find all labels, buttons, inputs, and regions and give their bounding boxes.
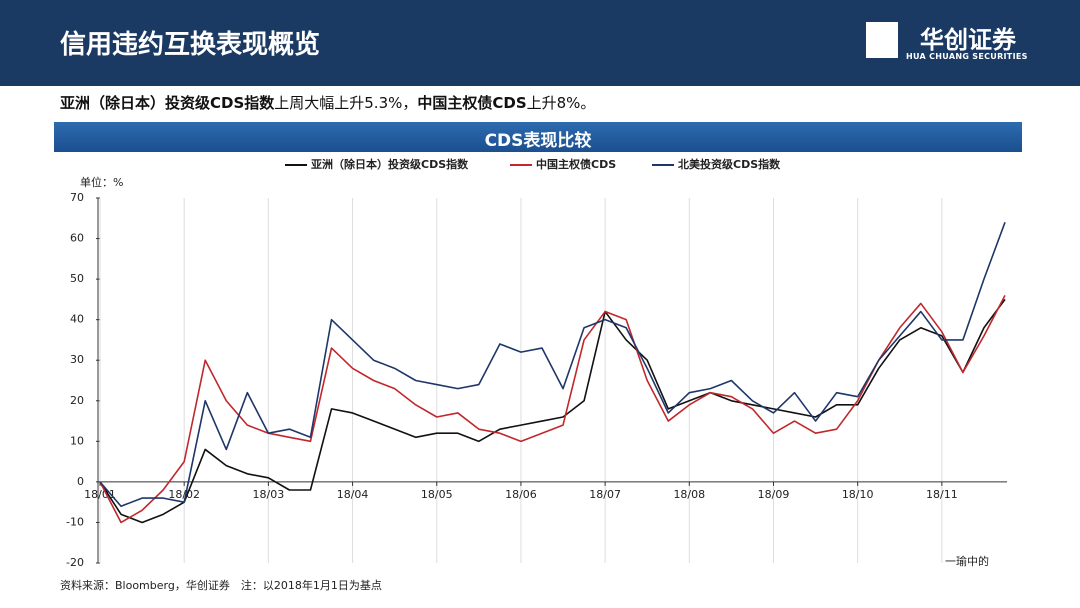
header: 信用违约互换表现概览 华创证券 HUA CHUANG SECURITIES <box>0 0 1080 86</box>
x-tick-label: 18/07 <box>589 488 621 501</box>
y-tick-label: 40 <box>70 313 84 326</box>
legend-label: 北美投资级CDS指数 <box>678 157 781 171</box>
summary-part: 上周大幅上升5.3%， <box>274 94 418 112</box>
x-tick-label: 18/08 <box>673 488 705 501</box>
x-tick-label: 18/06 <box>505 488 537 501</box>
unit-label: 单位：% <box>80 175 123 189</box>
y-tick-label: 50 <box>70 272 84 285</box>
y-tick-label: 10 <box>70 434 84 447</box>
summary-part: 上升8%。 <box>526 94 596 112</box>
legend-label: 中国主权债CDS <box>536 157 616 171</box>
summary-part: 亚洲（除日本）投资级CDS指数 <box>60 94 275 112</box>
x-tick-label: 18/11 <box>926 488 958 501</box>
source-note: 资料来源：Bloomberg，华创证券 注：以2018年1月1日为基点 <box>60 578 382 592</box>
y-tick-label: 20 <box>70 394 84 407</box>
watermark: 一瑜中的 <box>945 554 989 568</box>
header-title: 信用违约互换表现概览 <box>60 30 321 60</box>
y-tick-label: 70 <box>70 191 84 204</box>
logo-icon <box>866 22 898 58</box>
x-tick-label: 18/10 <box>842 488 874 501</box>
summary: 亚洲（除日本）投资级CDS指数上周大幅上升5.3%，中国主权债CDS上升8%。 <box>60 92 595 113</box>
x-tick-label: 18/05 <box>421 488 453 501</box>
chart-title: CDS表现比较 <box>484 131 592 151</box>
logo-name: 华创证券 <box>920 26 1016 54</box>
y-tick-label: 60 <box>70 232 84 245</box>
x-tick-label: 18/04 <box>337 488 369 501</box>
series-line <box>99 222 1006 508</box>
x-tick-label: 18/09 <box>758 488 790 501</box>
y-tick-label: -10 <box>66 515 84 528</box>
y-tick-label: 30 <box>70 353 84 366</box>
x-tick-label: 18/02 <box>168 488 200 501</box>
logo-subtitle: HUA CHUANG SECURITIES <box>906 52 1028 61</box>
summary-part: 中国主权债CDS <box>417 94 527 112</box>
x-tick-label: 18/03 <box>253 488 285 501</box>
legend-label: 亚洲（除日本）投资级CDS指数 <box>311 157 469 171</box>
series-line <box>99 294 1006 524</box>
y-tick-label: 0 <box>77 475 84 488</box>
y-tick-label: -20 <box>66 556 84 569</box>
chart-title-bar: CDS表现比较 <box>54 122 1022 152</box>
